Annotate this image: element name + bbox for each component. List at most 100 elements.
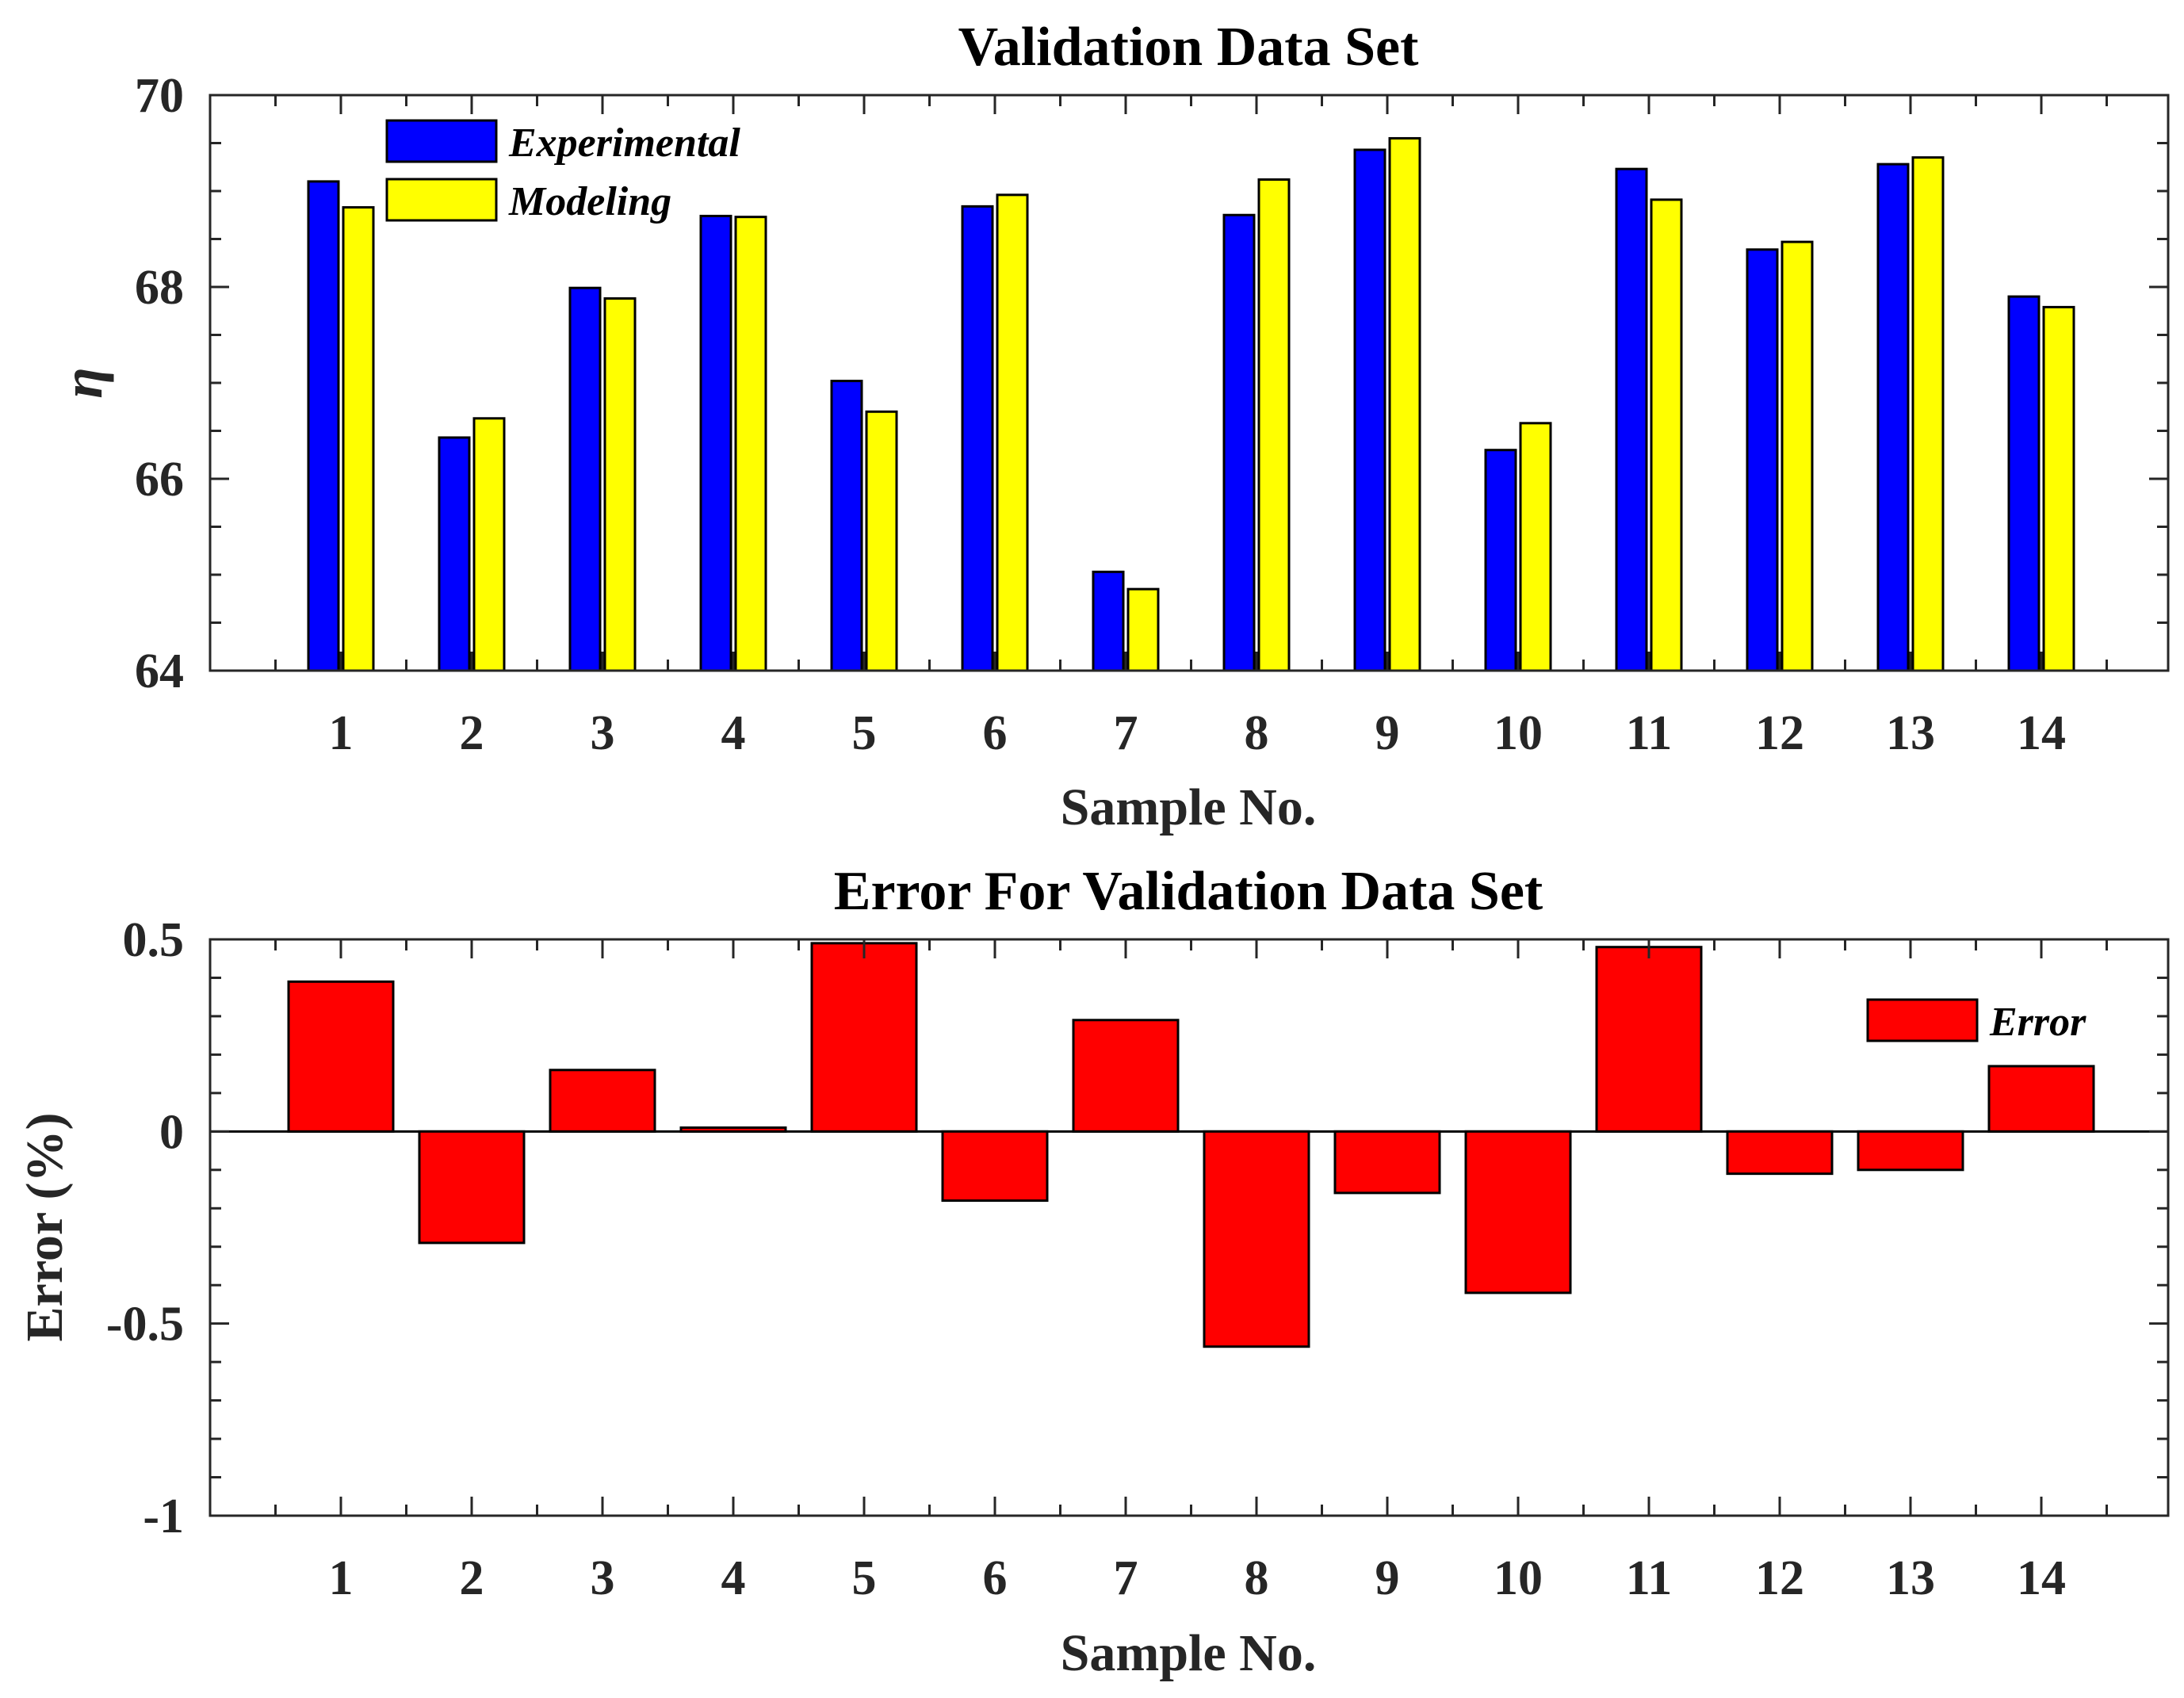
x-tick-label: 7 bbox=[1114, 1551, 1138, 1605]
bottom-xtick-labels: 1 2 3 4 5 6 7 8 9 10 11 12 13 14 bbox=[329, 1551, 2067, 1605]
bar-error-12 bbox=[1726, 1130, 1834, 1176]
bar-experimental-9 bbox=[1353, 148, 1387, 672]
x-tick-label: 6 bbox=[983, 1551, 1008, 1605]
top-ytick-labels: 64 66 68 70 bbox=[135, 69, 184, 698]
y-tick-label: 70 bbox=[135, 69, 184, 123]
bottom-x-axis-label: Sample No. bbox=[1061, 1624, 1317, 1682]
x-tick-label: 4 bbox=[721, 1551, 746, 1605]
y-tick-label: 64 bbox=[135, 644, 184, 698]
x-tick-label: 3 bbox=[591, 706, 615, 760]
top-chart-title: Validation Data Set bbox=[958, 17, 1419, 78]
top-ticks bbox=[210, 94, 2168, 672]
y-tick-label: -0.5 bbox=[106, 1298, 184, 1352]
legend-swatch-experimental bbox=[385, 119, 498, 163]
bar-modeling-12 bbox=[1780, 240, 1814, 672]
x-tick-label: 10 bbox=[1494, 1551, 1543, 1605]
bar-modeling-8 bbox=[1257, 178, 1291, 672]
x-tick-label: 13 bbox=[1886, 1551, 1935, 1605]
bar-error-10 bbox=[1464, 1130, 1572, 1295]
x-tick-label: 4 bbox=[721, 706, 746, 760]
bar-modeling-9 bbox=[1388, 136, 1421, 672]
x-tick-label: 6 bbox=[983, 706, 1008, 760]
bar-error-7 bbox=[1072, 1019, 1180, 1133]
top-plot-frame bbox=[208, 94, 2170, 672]
x-tick-label: 12 bbox=[1755, 706, 1804, 760]
bar-error-9 bbox=[1333, 1130, 1441, 1195]
x-tick-label: 8 bbox=[1245, 706, 1269, 760]
bottom-ticks bbox=[210, 938, 2168, 1517]
bar-modeling-4 bbox=[734, 216, 767, 672]
bar-modeling-1 bbox=[342, 206, 375, 672]
x-tick-label: 12 bbox=[1755, 1551, 1804, 1605]
bottom-chart-title: Error For Validation Data Set bbox=[834, 861, 1543, 922]
top-y-axis-label: η bbox=[51, 367, 114, 399]
bar-experimental-10 bbox=[1484, 449, 1517, 672]
bar-modeling-5 bbox=[865, 410, 898, 672]
x-tick-label: 10 bbox=[1494, 706, 1543, 760]
bar-error-1 bbox=[287, 980, 395, 1133]
bar-experimental-11 bbox=[1615, 167, 1648, 672]
bottom-plot-frame bbox=[208, 938, 2170, 1517]
bar-experimental-6 bbox=[961, 205, 994, 672]
x-tick-label: 14 bbox=[2017, 1551, 2066, 1605]
x-tick-label: 5 bbox=[852, 1551, 877, 1605]
x-tick-label: 7 bbox=[1114, 706, 1138, 760]
bar-modeling-7 bbox=[1126, 587, 1160, 672]
bar-modeling-3 bbox=[603, 297, 637, 672]
bottom-chart: Error For Validation Data Set -1 -0.5 0 0.5… bbox=[16, 861, 2170, 1682]
bar-modeling-6 bbox=[996, 193, 1029, 672]
top-xtick-labels: 1 2 3 4 5 6 7 8 9 10 11 12 13 14 bbox=[329, 706, 2067, 760]
bar-modeling-10 bbox=[1519, 422, 1552, 672]
bar-experimental-1 bbox=[307, 180, 340, 672]
y-tick-label: 0 bbox=[159, 1105, 184, 1159]
top-x-axis-label: Sample No. bbox=[1061, 778, 1317, 836]
bar-error-13 bbox=[1857, 1130, 1964, 1172]
bar-modeling-11 bbox=[1650, 198, 1683, 672]
bar-error-6 bbox=[941, 1130, 1049, 1203]
legend-label-modeling: Modeling bbox=[508, 179, 671, 224]
bottom-ytick-labels: -1 -0.5 0 0.5 bbox=[106, 913, 184, 1543]
bar-modeling-13 bbox=[1911, 156, 1945, 672]
bar-experimental-12 bbox=[1746, 248, 1779, 672]
bar-experimental-4 bbox=[699, 214, 732, 672]
bar-experimental-2 bbox=[438, 436, 471, 672]
y-tick-label: 68 bbox=[135, 261, 184, 315]
y-tick-label: 66 bbox=[135, 453, 184, 507]
x-tick-label: 1 bbox=[329, 1551, 354, 1605]
bottom-plot-area bbox=[210, 939, 2168, 1516]
bar-experimental-14 bbox=[2007, 295, 2041, 672]
bar-experimental-8 bbox=[1222, 213, 1256, 672]
bar-experimental-5 bbox=[830, 380, 863, 672]
legend-label-experimental: Experimental bbox=[508, 120, 740, 166]
top-bars bbox=[307, 136, 2075, 672]
bar-error-8 bbox=[1203, 1130, 1310, 1348]
bar-experimental-3 bbox=[568, 286, 602, 672]
bottom-legend: Error bbox=[1866, 998, 2086, 1045]
x-tick-label: 5 bbox=[852, 706, 877, 760]
bar-modeling-2 bbox=[472, 417, 506, 672]
x-tick-label: 3 bbox=[591, 1551, 615, 1605]
x-tick-label: 2 bbox=[460, 706, 484, 760]
bar-experimental-7 bbox=[1092, 570, 1125, 672]
x-tick-label: 2 bbox=[460, 1551, 484, 1605]
bar-error-11 bbox=[1595, 946, 1703, 1133]
legend-swatch-error bbox=[1866, 998, 1979, 1042]
legend-swatch-modeling bbox=[385, 178, 498, 222]
bottom-bars bbox=[287, 942, 2095, 1348]
bar-modeling-14 bbox=[2042, 305, 2075, 672]
x-tick-label: 8 bbox=[1245, 1551, 1269, 1605]
x-tick-label: 1 bbox=[329, 706, 354, 760]
bar-experimental-13 bbox=[1876, 163, 1910, 672]
y-tick-label: -1 bbox=[143, 1490, 184, 1543]
bottom-y-axis-label: Error (%) bbox=[16, 1113, 74, 1342]
bar-error-3 bbox=[549, 1069, 656, 1133]
x-tick-label: 9 bbox=[1375, 706, 1400, 760]
top-legend: Experimental Modeling bbox=[385, 119, 740, 224]
bar-error-4 bbox=[679, 1126, 787, 1133]
top-plot-area bbox=[210, 95, 2168, 671]
x-tick-label: 13 bbox=[1886, 706, 1935, 760]
legend-label-error: Error bbox=[1989, 1000, 2086, 1045]
bar-error-2 bbox=[418, 1130, 526, 1245]
